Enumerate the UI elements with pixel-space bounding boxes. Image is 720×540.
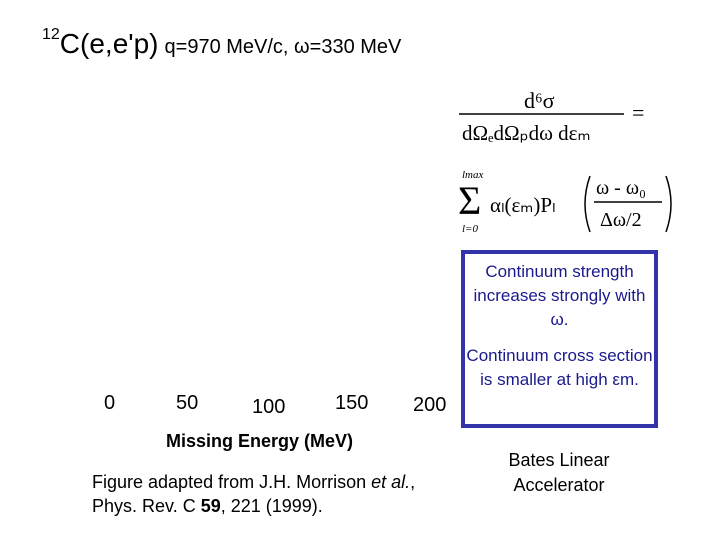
note-continuum-strength: Continuum strength increases strongly wi… <box>473 262 646 329</box>
tick-label: 200 <box>413 394 447 416</box>
sum-upper-limit: lmax <box>462 169 484 181</box>
facility-line1: Bates Linear <box>508 450 610 470</box>
left-paren <box>584 175 591 233</box>
citation-text: Figure adapted from J.H. Morrison <box>92 472 372 492</box>
facility-label: Bates Linear Accelerator <box>490 448 628 498</box>
tick-label: 50 <box>176 392 199 414</box>
journal-volume: 59 <box>200 496 221 516</box>
right-paren <box>665 175 672 233</box>
citation-etal: et al. <box>371 472 411 492</box>
x-axis-label: Missing Energy (MeV) <box>166 431 354 451</box>
slide-title: 12C(e,e'p) q=970 MeV/c, ω=330 MeV <box>42 26 402 60</box>
fraction-numerator: ω - ω₀ <box>596 177 646 199</box>
title-reaction: C(e,e'p) <box>59 28 159 59</box>
title-superscript: 12 <box>42 26 60 43</box>
cross-section-formula: d⁶σ = dΩₑdΩₚdω dεₘ lmax Σ l=0 αₗ(εₘ)Pₗ ω… <box>454 84 679 239</box>
formula-alpha-term: αₗ(εₘ)Pₗ <box>490 193 556 217</box>
fraction-denominator: Δω/2 <box>600 209 642 231</box>
formula-numerator: d⁶σ <box>524 88 555 113</box>
title-kinematics: q=970 MeV/c, ω=330 MeV <box>164 36 402 58</box>
tick-label: 0 <box>104 392 116 414</box>
note-cross-section: Continuum cross section is smaller at hi… <box>466 346 653 389</box>
formula-equals: = <box>632 100 644 125</box>
journal-pages: , 221 (1999). <box>220 496 323 516</box>
notes-box: Continuum strength increases strongly wi… <box>461 250 658 428</box>
sum-lower-limit: l=0 <box>462 223 478 235</box>
figure-citation: Figure adapted from J.H. Morrison et al.… <box>92 470 415 518</box>
citation-comma: , <box>410 472 416 492</box>
sum-sign: Σ <box>458 178 481 223</box>
tick-label: 100 <box>252 396 286 418</box>
facility-line2: Accelerator <box>513 475 605 495</box>
tick-label: 150 <box>335 392 369 414</box>
formula-denominator: dΩₑdΩₚdω dεₘ <box>462 121 591 145</box>
journal-text: Phys. Rev. C <box>92 496 201 516</box>
